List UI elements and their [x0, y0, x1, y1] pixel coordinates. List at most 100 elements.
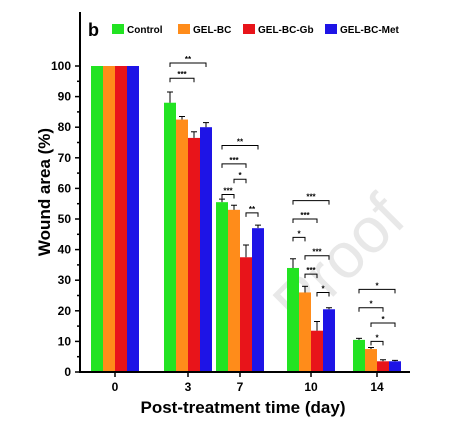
legend: Control GEL-BC GEL-BC-Gb GEL-BC-Met: [112, 24, 400, 36]
legend-label: Control: [127, 25, 163, 36]
bar-gel-bc-gb-day-10: [311, 330, 323, 372]
significance-bracket: **: [221, 138, 259, 150]
significance-label: *: [375, 333, 379, 342]
significance-bracket: ***: [169, 70, 195, 83]
legend-label: GEL-BC: [193, 25, 231, 36]
y-tick-label: 40: [58, 243, 72, 257]
bracket-line: [292, 236, 306, 242]
legend-item-gel-bc-met: GEL-BC-Met: [325, 24, 400, 36]
significance-bracket: *: [292, 229, 306, 242]
bracket-line: [358, 288, 396, 294]
legend-label: GEL-BC-Met: [340, 25, 400, 36]
bracket-line: [304, 255, 330, 260]
bar-gel-bc-day-10: [299, 292, 311, 372]
significance-label: *: [369, 300, 373, 309]
bar-gel-bc-day-0: [103, 66, 115, 372]
significance-bracket: *: [358, 281, 396, 294]
legend-swatch: [112, 24, 124, 34]
legend-item-gel-bc-gb: GEL-BC-Gb: [243, 24, 314, 36]
bar-gel-bc-gb-day-14: [377, 361, 389, 372]
bar-gel-bc-met-day-3: [200, 127, 212, 372]
bracket-line: [292, 218, 318, 223]
significance-bracket: *: [233, 171, 247, 184]
bar-gel-bc-gb-day-7: [240, 257, 252, 372]
significance-label: **: [185, 55, 192, 64]
bracket-line: [169, 62, 207, 67]
legend-item-gel-bc: GEL-BC: [178, 24, 231, 36]
significance-label: **: [249, 205, 256, 214]
significance-label: ***: [300, 211, 310, 220]
y-tick-label: 70: [58, 151, 72, 165]
significance-label: ***: [312, 248, 322, 257]
bracket-line: [245, 212, 259, 217]
bar-gel-bc-met-day-10: [323, 309, 335, 372]
legend-item-control: Control: [112, 24, 163, 36]
y-tick-label: 60: [58, 181, 72, 195]
significance-label: *: [375, 281, 379, 290]
significance-bracket: ***: [292, 211, 318, 223]
error-bars-group: [167, 91, 398, 362]
bar-gel-bc-met-day-0: [127, 66, 139, 372]
legend-swatch: [178, 24, 190, 34]
bracket-line: [316, 291, 330, 297]
significance-label: ***: [223, 187, 233, 196]
x-tick-label: 3: [185, 380, 192, 394]
bars-group: [91, 66, 401, 372]
x-axis-ticks: 0 3 7 10 14: [112, 372, 384, 394]
bar-gel-bc-met-day-7: [252, 228, 264, 372]
significance-bracket: ***: [304, 266, 318, 279]
y-tick-label: 50: [58, 212, 72, 226]
legend-label: GEL-BC-Gb: [258, 25, 314, 36]
bracket-line: [358, 307, 384, 312]
watermark: Proof: [259, 181, 418, 340]
significance-bracket: *: [370, 333, 384, 346]
y-axis-title: Wound area (%): [35, 128, 54, 256]
significance-bracket: ***: [221, 187, 235, 199]
significance-bracket: ***: [292, 193, 330, 205]
y-axis-ticks: 0 10 20 30 40 50 60 70 80 90 100: [51, 59, 80, 379]
bar-gel-bc-gb-day-3: [188, 137, 200, 372]
bracket-line: [292, 200, 330, 205]
y-tick-label: 100: [51, 59, 71, 73]
x-tick-label: 0: [112, 380, 119, 394]
significance-bracket: *: [370, 315, 396, 328]
x-tick-label: 7: [237, 380, 244, 394]
bar-control-day-3: [164, 102, 176, 372]
significance-label: **: [237, 138, 244, 147]
panel-label: b: [88, 20, 99, 40]
bar-control-day-14: [353, 339, 365, 372]
bar-gel-bc-day-3: [176, 119, 188, 372]
x-tick-label: 10: [304, 380, 318, 394]
significance-label: ***: [177, 70, 187, 79]
significance-label: ***: [306, 193, 316, 202]
bracket-line: [221, 194, 235, 199]
bracket-line: [169, 77, 195, 83]
bar-gel-bc-day-7: [228, 209, 240, 372]
bar-gel-bc-gb-day-0: [115, 66, 127, 372]
bracket-line: [221, 145, 259, 150]
legend-swatch: [243, 24, 255, 34]
bar-gel-bc-day-14: [365, 349, 377, 372]
significance-label: *: [321, 284, 325, 293]
significance-label: *: [297, 229, 301, 238]
significance-bracket: **: [245, 205, 259, 217]
significance-label: *: [381, 315, 385, 324]
x-tick-label: 14: [370, 380, 384, 394]
significance-bracket: *: [358, 300, 384, 312]
bar-control-day-7: [216, 202, 228, 372]
significance-bracket: ***: [221, 156, 247, 168]
significance-bracket: ***: [304, 248, 330, 260]
bracket-line: [304, 273, 318, 279]
y-tick-label: 0: [64, 365, 71, 379]
bracket-line: [370, 340, 384, 346]
y-tick-label: 90: [58, 90, 72, 104]
significance-label: ***: [306, 266, 316, 275]
bracket-line: [221, 163, 247, 168]
legend-swatch: [325, 24, 337, 34]
significance-brackets-group: ****************************** ****: [169, 55, 396, 346]
x-axis-title: Post-treatment time (day): [141, 398, 346, 417]
y-tick-label: 30: [58, 273, 72, 287]
significance-bracket: *: [316, 284, 330, 297]
bar-control-day-0: [91, 66, 103, 372]
